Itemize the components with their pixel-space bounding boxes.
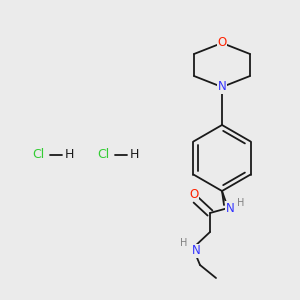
Text: Cl: Cl	[32, 148, 44, 161]
Text: H: H	[237, 198, 245, 208]
Text: N: N	[218, 80, 226, 94]
Text: H: H	[64, 148, 74, 161]
Text: O: O	[189, 188, 199, 200]
Text: N: N	[226, 202, 234, 214]
Text: Cl: Cl	[97, 148, 109, 161]
Text: O: O	[218, 37, 226, 50]
Text: N: N	[218, 80, 226, 94]
Text: H: H	[129, 148, 139, 161]
Text: N: N	[192, 244, 200, 257]
Text: H: H	[180, 238, 188, 248]
